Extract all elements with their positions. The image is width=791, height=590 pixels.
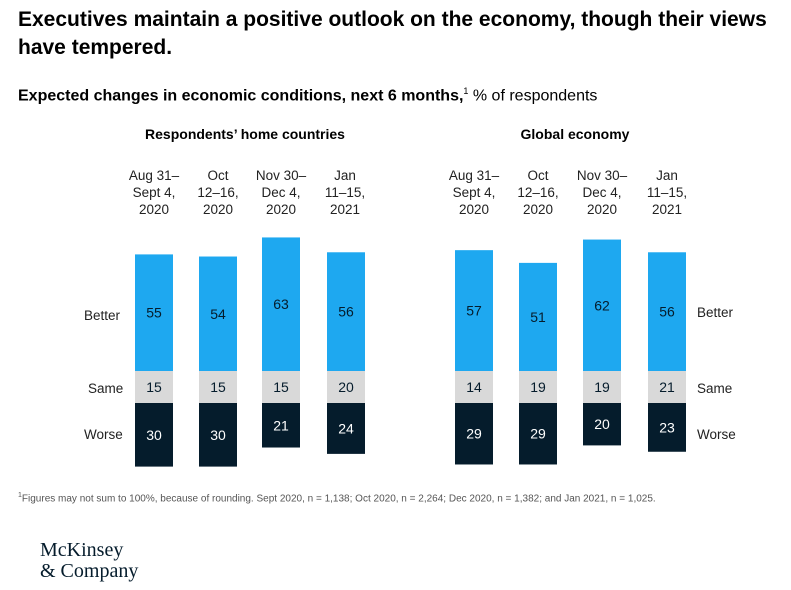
bar-segment-worse	[135, 403, 173, 467]
column-label: Oct 12–16, 2020	[517, 168, 559, 217]
data-label-same: 15	[210, 379, 226, 395]
bar-segment-better	[648, 252, 686, 371]
row-label-better-right: Better	[697, 305, 734, 320]
data-label-worse: 21	[273, 417, 289, 433]
bar-segment-better	[327, 252, 365, 371]
bar-segment-same	[519, 371, 557, 403]
bar-segment-worse	[583, 403, 621, 446]
data-label-same: 21	[659, 379, 675, 395]
column-label: Aug 31– Sept 4, 2020	[128, 168, 180, 217]
bar-segment-same	[327, 371, 365, 403]
data-label-worse: 30	[146, 427, 162, 443]
row-label-same-right: Same	[697, 381, 733, 396]
row-label-same-left: Same	[88, 381, 124, 396]
data-label-worse: 29	[530, 426, 546, 442]
data-label-better: 54	[210, 306, 226, 322]
data-label-same: 20	[338, 379, 354, 395]
subtitle-bold: Expected changes in economic conditions,…	[18, 87, 464, 105]
data-label-better: 63	[273, 296, 289, 312]
data-label-same: 15	[273, 379, 289, 395]
bar-segment-same	[583, 371, 621, 403]
subtitle-unit: % of respondents	[468, 87, 598, 105]
column-label: Oct 12–16, 2020	[197, 168, 239, 217]
data-label-worse: 30	[210, 427, 226, 443]
panel-title-global-economy: Global economy	[520, 126, 630, 142]
bar-segment-same	[455, 371, 493, 403]
data-label-better: 57	[466, 303, 482, 319]
chart-title: Executives maintain a positive outlook o…	[18, 8, 767, 59]
column-label: Jan 11–15, 2021	[324, 168, 366, 217]
footnote: 1Figures may not sum to 100%, because of…	[18, 492, 656, 505]
bar-segment-better	[262, 237, 300, 371]
bar-segment-worse	[519, 403, 557, 465]
data-label-better: 56	[338, 304, 354, 320]
bar-segment-same	[135, 371, 173, 403]
bar-segment-better	[583, 239, 621, 371]
bar-segment-worse	[327, 403, 365, 454]
bar-segment-same	[648, 371, 686, 403]
mckinsey-logo: McKinsey & Company	[40, 539, 139, 582]
bar-segment-better	[455, 250, 493, 371]
column-label: Aug 31– Sept 4, 2020	[448, 168, 500, 217]
data-label-same: 19	[530, 379, 546, 395]
bar-segment-better	[135, 254, 173, 371]
data-label-same: 19	[594, 379, 610, 395]
data-label-better: 56	[659, 304, 675, 320]
bar-segment-same	[199, 371, 237, 403]
data-label-better: 51	[530, 309, 546, 325]
bar-segment-worse	[648, 403, 686, 452]
data-label-worse: 29	[466, 426, 482, 442]
data-label-worse: 24	[338, 420, 354, 436]
data-label-better: 55	[146, 305, 162, 321]
data-label-same: 14	[466, 379, 482, 395]
chart-subtitle: Expected changes in economic conditions,…	[18, 86, 597, 105]
data-label-better: 62	[594, 297, 610, 313]
row-label-better-left: Better	[84, 308, 121, 323]
bar-segment-worse	[262, 403, 300, 448]
panel-title-home-countries: Respondents’ home countries	[145, 126, 345, 142]
row-label-worse-right: Worse	[697, 427, 736, 442]
data-label-worse: 20	[594, 416, 610, 432]
column-label: Nov 30– Dec 4, 2020	[576, 168, 628, 217]
column-label: Nov 30– Dec 4, 2020	[255, 168, 307, 217]
data-label-worse: 23	[659, 419, 675, 435]
column-label: Jan 11–15, 2021	[646, 168, 688, 217]
data-label-same: 15	[146, 379, 162, 395]
bar-segment-worse	[455, 403, 493, 465]
bar-segment-better	[519, 262, 557, 371]
subtitle-footnote-mark: 1	[463, 86, 469, 96]
bar-segment-better	[199, 256, 237, 371]
row-label-worse-left: Worse	[84, 427, 123, 442]
bar-segment-worse	[199, 403, 237, 467]
bar-segment-same	[262, 371, 300, 403]
